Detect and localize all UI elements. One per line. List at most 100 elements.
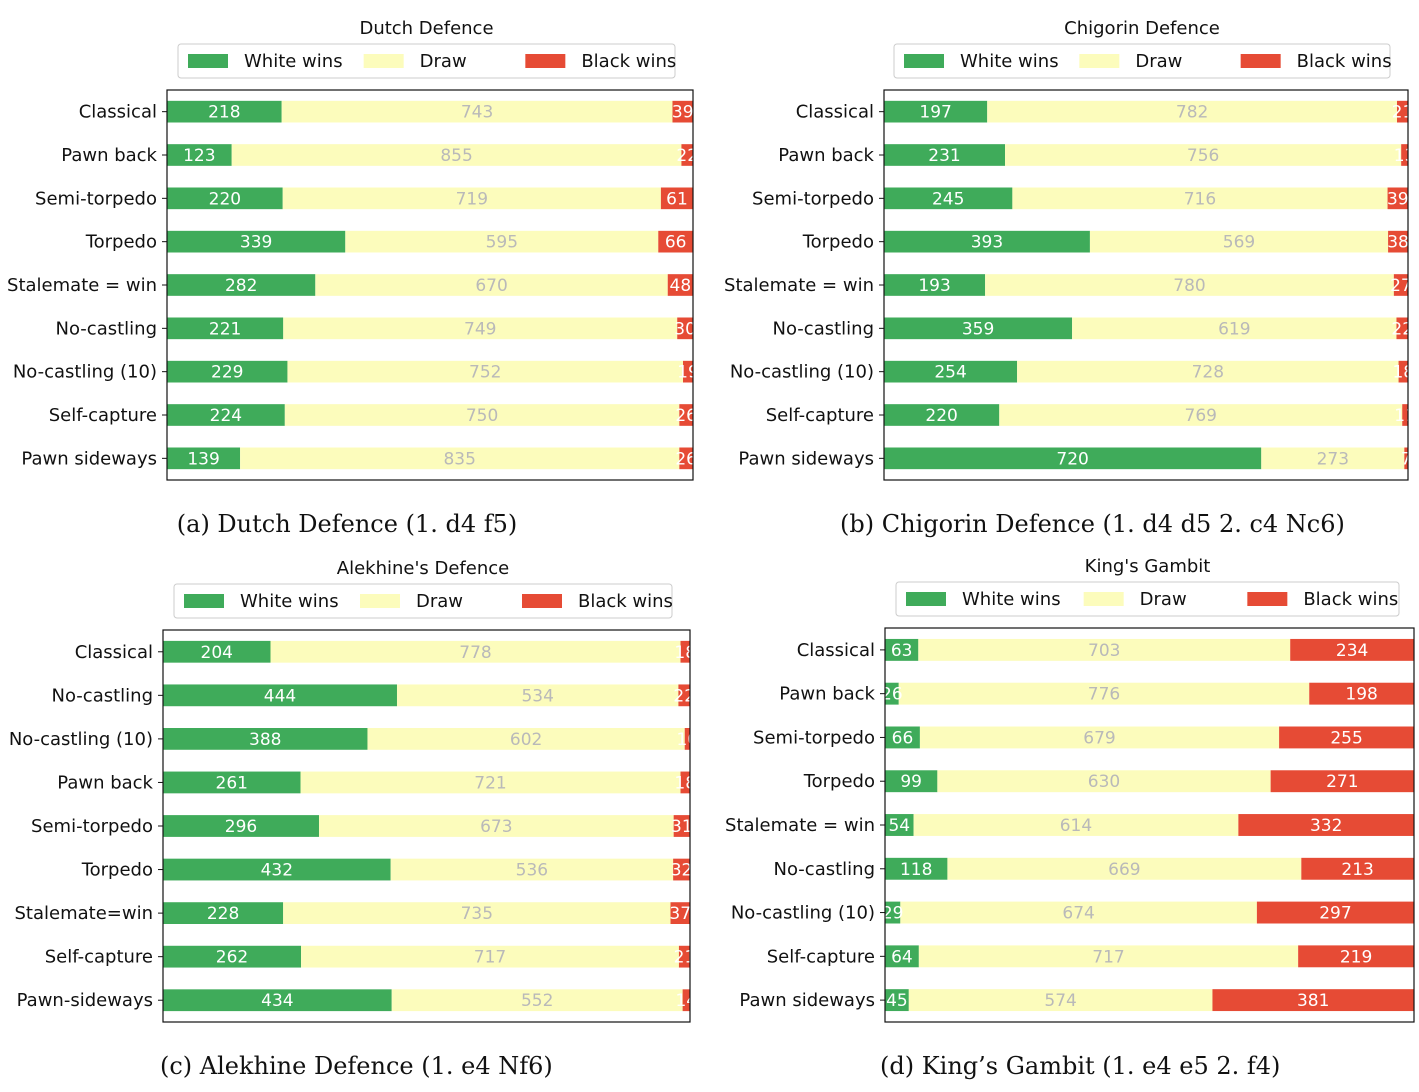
bar-black-classical <box>672 100 693 123</box>
bar-black-no-castling-10 <box>683 360 693 383</box>
legend-swatch-draw <box>1083 592 1124 606</box>
bar-draw-self-capture <box>999 404 1403 426</box>
legend-label-draw: Draw <box>420 51 467 72</box>
value-label-draw-classical: 782 <box>1176 103 1208 123</box>
value-label-white-pawn-back: 261 <box>216 773 248 793</box>
value-label-draw-classical: 703 <box>1088 641 1120 661</box>
bar-white-stalemate-win <box>167 274 316 296</box>
bar-white-no-castling-10 <box>163 728 368 750</box>
bar-draw-torpedo <box>345 230 659 253</box>
legend-box <box>893 43 1391 79</box>
value-label-white-no-castling: 118 <box>900 860 932 880</box>
legend-label-draw: Draw <box>1135 51 1182 72</box>
value-label-draw-self-capture: 769 <box>1185 406 1217 426</box>
category-label-no-castling: No-castling <box>55 318 157 339</box>
bar-draw-no-castling <box>283 317 678 340</box>
legend-label-draw: Draw <box>416 591 463 612</box>
legend-swatch-black <box>1240 54 1281 68</box>
bar-draw-self-capture <box>301 945 679 968</box>
value-label-white-classical: 63 <box>891 641 913 661</box>
category-label-self-capture: Self-capture <box>49 405 157 426</box>
bar-white-no-castling <box>163 684 397 707</box>
bar-black-self-capture <box>679 404 693 426</box>
value-label-draw-stalemate-win: 735 <box>461 904 493 924</box>
value-label-white-torpedo: 393 <box>971 233 1003 253</box>
category-label-no-castling: No-castling <box>51 685 153 706</box>
bar-draw-no-castling <box>1072 317 1397 340</box>
value-label-black-stalemate-win: 27 <box>1390 276 1412 296</box>
plot-frame <box>162 629 691 1023</box>
value-label-black-no-castling: 213 <box>1341 860 1373 880</box>
value-label-draw-semi-torpedo: 719 <box>456 189 488 209</box>
value-label-white-semi-torpedo: 296 <box>225 817 257 837</box>
bar-white-classical <box>163 640 271 663</box>
category-label-classical: Classical <box>797 640 875 661</box>
bar-draw-no-castling-10 <box>287 360 684 383</box>
value-label-draw-self-capture: 717 <box>474 948 506 968</box>
category-label-pawn-sideways: Pawn sideways <box>738 448 874 469</box>
value-label-draw-no-castling-10: 674 <box>1062 904 1094 924</box>
category-label-semi-torpedo: Semi-torpedo <box>752 188 874 209</box>
value-label-black-no-castling-10: 10 <box>677 730 699 750</box>
value-label-black-self-capture: 21 <box>674 948 696 968</box>
value-label-draw-torpedo: 630 <box>1088 772 1120 792</box>
legend-swatch-draw <box>363 54 404 68</box>
bar-white-classical <box>167 100 282 123</box>
value-label-black-no-castling: 22 <box>1391 319 1413 339</box>
bar-black-stalemate-win <box>667 274 693 296</box>
value-label-black-pawn-sideways: 26 <box>675 449 697 469</box>
bar-draw-pawn-sideways <box>1261 447 1405 470</box>
bar-black-no-castling-10 <box>1256 901 1414 924</box>
bar-white-no-castling-10 <box>884 360 1018 383</box>
bar-black-no-castling <box>677 317 693 340</box>
bar-white-classical <box>884 100 988 123</box>
bar-draw-classical <box>270 640 681 663</box>
legend-swatch-white <box>188 54 228 68</box>
legend-label-white: White wins <box>962 589 1061 610</box>
category-label-pawn-sideways: Pawn sideways <box>21 448 157 469</box>
legend-swatch-white <box>906 592 946 606</box>
caption-a: (a) Dutch Defence (1. d4 f5) <box>176 510 518 538</box>
value-label-draw-self-capture: 717 <box>1092 947 1124 967</box>
value-label-white-stalemate-win: 193 <box>918 276 950 296</box>
value-label-white-pawn-sideways: 139 <box>187 449 219 469</box>
value-label-white-torpedo: 99 <box>900 772 922 792</box>
value-label-white-pawn-sideways: 45 <box>886 991 908 1011</box>
bar-black-no-castling <box>678 684 690 707</box>
bar-draw-stalemate-win <box>913 814 1239 836</box>
value-label-draw-pawn-back: 756 <box>1187 146 1219 166</box>
value-label-draw-stalemate-win: 670 <box>475 276 507 296</box>
bar-draw-stalemate-win <box>985 274 1394 296</box>
category-label-torpedo: Torpedo <box>803 771 875 792</box>
value-label-black-semi-torpedo: 255 <box>1330 728 1362 748</box>
caption-b: (b) Chigorin Defence (1. d4 d5 2. c4 Nc6… <box>840 510 1345 538</box>
bar-white-no-castling-10 <box>167 360 288 383</box>
category-label-torpedo: Torpedo <box>802 232 874 253</box>
bar-draw-stalemate-win <box>283 902 671 924</box>
value-label-draw-no-castling: 619 <box>1218 319 1250 339</box>
category-label-stalemate-win: Stalemate = win <box>725 815 875 836</box>
bar-white-torpedo <box>167 230 346 253</box>
bar-black-classical <box>1396 100 1408 123</box>
value-label-black-classical: 18 <box>674 643 696 663</box>
bar-draw-pawn-back <box>231 144 682 166</box>
value-label-white-stalemate-win: 54 <box>888 816 910 836</box>
category-label-pawn-back: Pawn back <box>61 145 157 166</box>
bar-white-semi-torpedo <box>167 187 283 210</box>
value-label-black-pawn-back: 198 <box>1345 685 1377 705</box>
value-label-black-torpedo: 38 <box>1387 233 1409 253</box>
value-label-black-classical: 21 <box>1392 103 1414 123</box>
bar-white-pawn-sideways <box>885 989 909 1012</box>
bar-black-classical <box>1290 638 1414 661</box>
value-label-draw-stalemate-win: 780 <box>1173 276 1205 296</box>
bar-black-semi-torpedo <box>660 187 693 210</box>
category-label-self-capture: Self-capture <box>767 946 875 967</box>
value-label-draw-classical: 778 <box>459 643 491 663</box>
bar-white-stalemate-win <box>885 814 914 836</box>
value-label-white-classical: 204 <box>201 643 233 663</box>
value-label-draw-pawn-sideways: 835 <box>443 449 475 469</box>
bar-white-stalemate-win <box>884 274 986 296</box>
value-label-black-no-castling-10: 18 <box>1392 363 1414 383</box>
category-label-pawn-sideways: Pawn-sideways <box>17 990 153 1011</box>
